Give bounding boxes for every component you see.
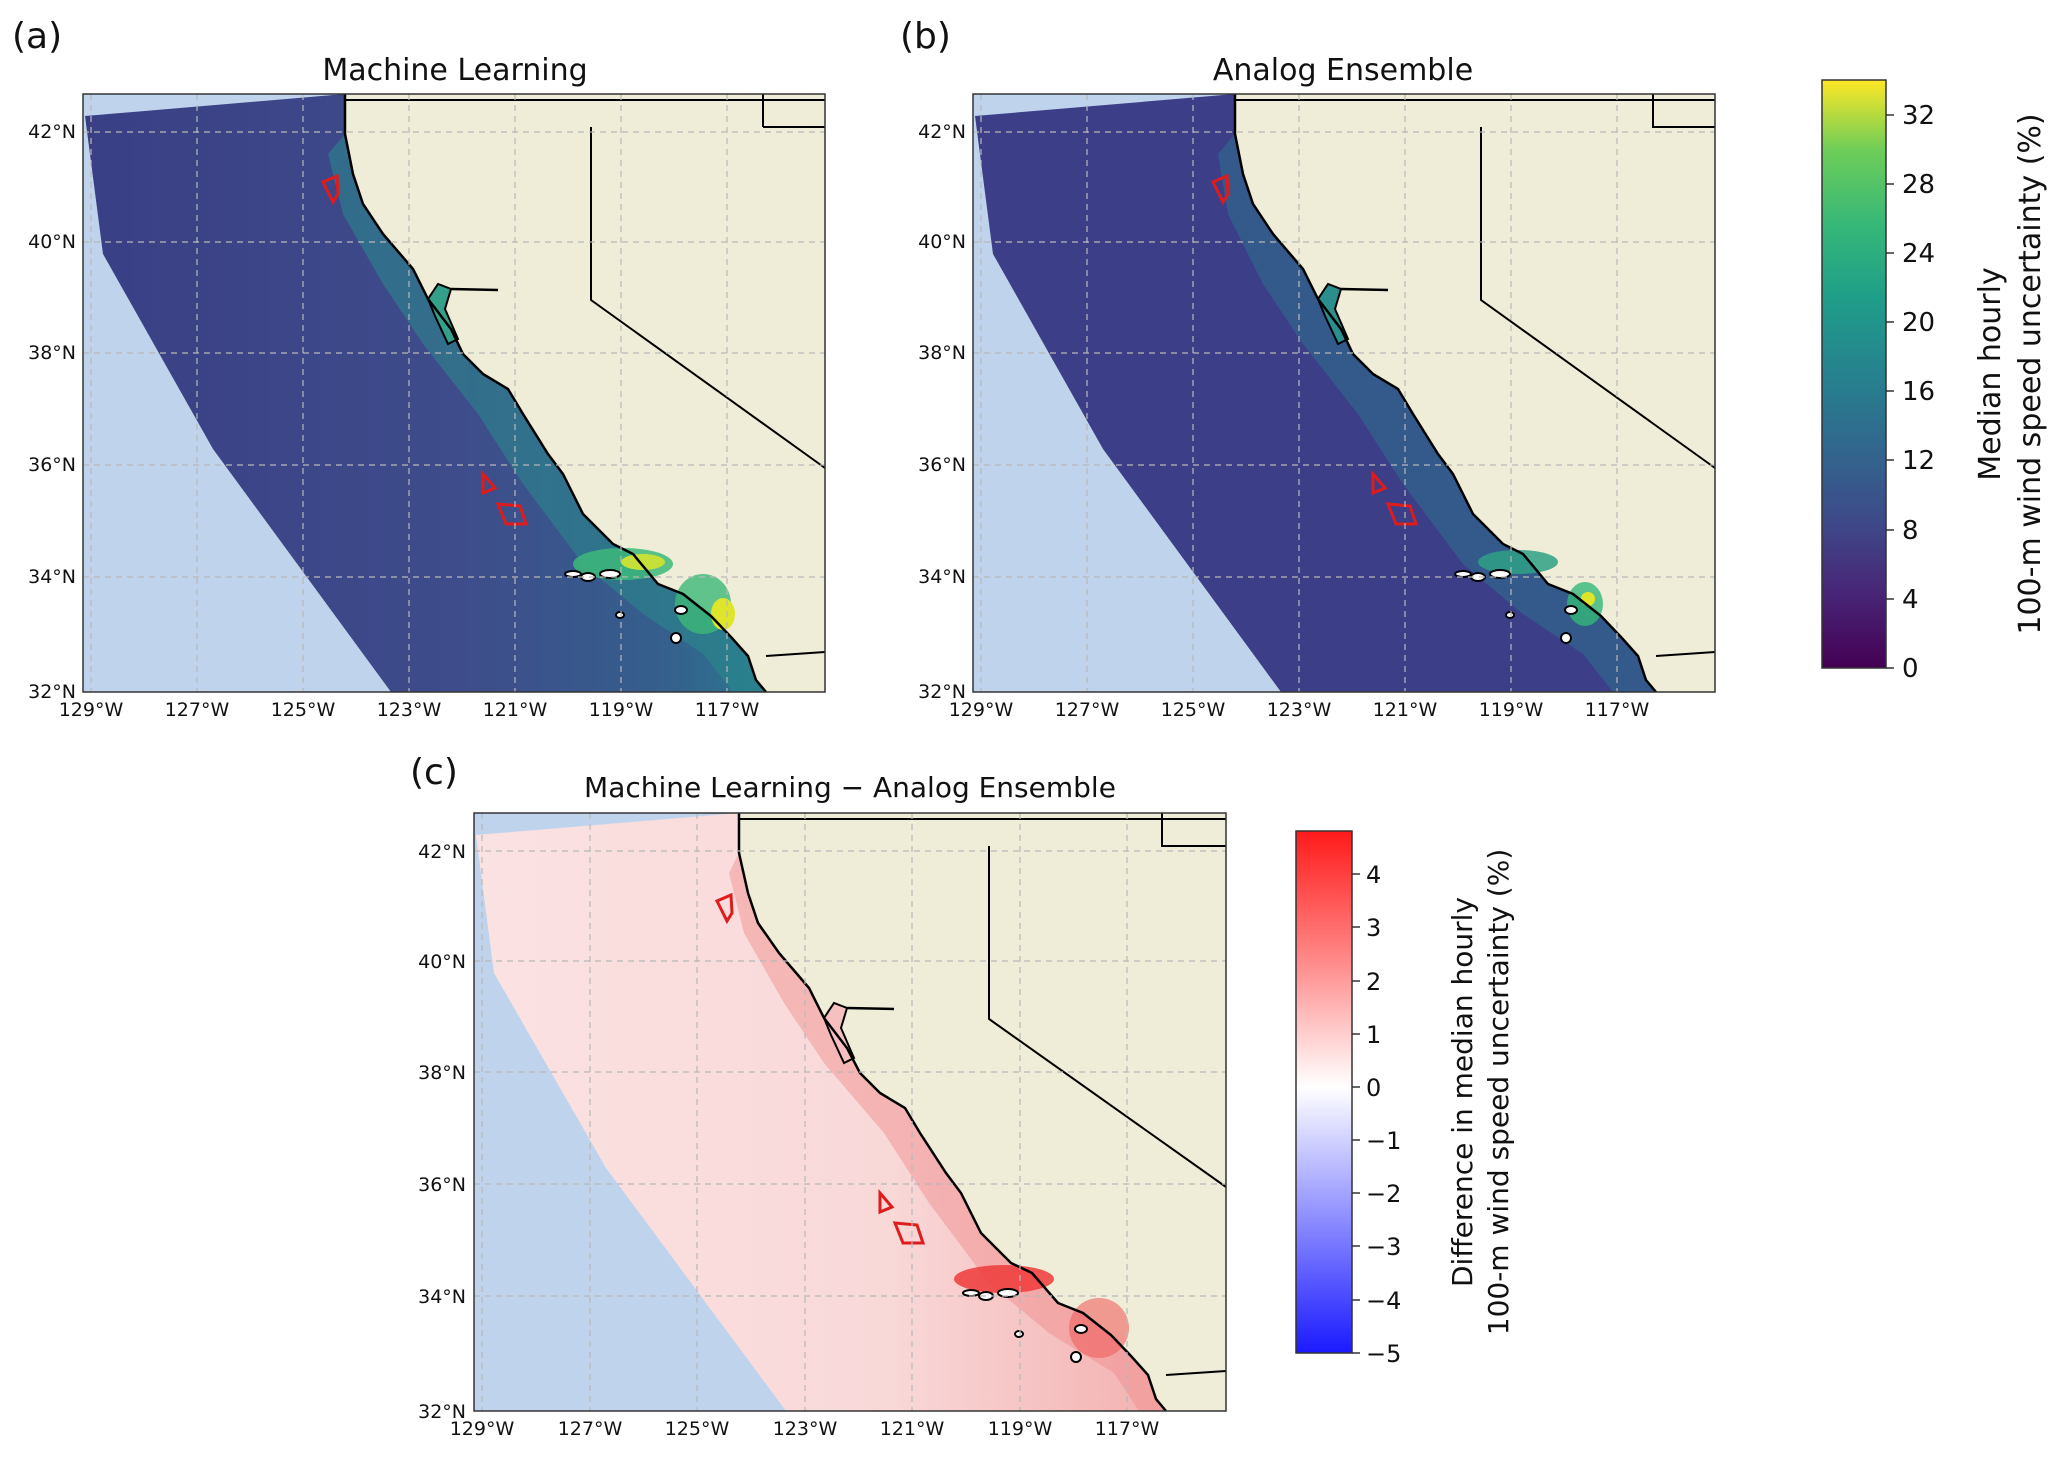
panel-b-lon-123: 123°W [1267,699,1332,721]
cb-div-label-line2: 100-m wind speed uncertainty (%) [1482,849,1515,1336]
panel-a-lat-40: 40°N [28,231,76,253]
panel-b-lat-34: 34°N [918,566,966,588]
panel-b-title: Analog Ensemble [1213,53,1473,88]
cb-viridis-tick-8: 8 [1902,516,1919,546]
panel-b-wind-area-humboldt [1210,173,1230,206]
panel-a-lon-127: 127°W [165,699,230,721]
panel-c-wind-area-morro-bay-south [892,1221,926,1245]
panel-b-wind-area-morro-bay-north [1371,469,1388,496]
panel-a-map [82,93,826,693]
colorbar-diverging-bar [1295,830,1353,1354]
panel-a-lon-123: 123°W [377,699,442,721]
cb-div-tick-1: 1 [1366,1021,1381,1049]
panel-c-lon-129: 129°W [450,1418,515,1440]
panel-a: (a) Machine Learning [12,16,826,721]
panel-a-lat-36: 36°N [28,454,76,476]
cb-viridis-tick-20: 20 [1902,308,1935,338]
panel-b-lon-121: 121°W [1373,699,1438,721]
cb-viridis-tick-16: 16 [1902,377,1935,407]
cb-viridis-label-line2: 100-m wind speed uncertainty (%) [2013,113,2048,634]
cb-viridis-tick-24: 24 [1902,239,1935,269]
colorbar-viridis: 32 28 24 20 16 12 8 4 0 Median hourly 10… [1821,79,2048,684]
panel-b-lon-117: 117°W [1585,699,1650,721]
cb-div-tick-neg2: −2 [1366,1180,1401,1208]
panel-c-lat-42: 42°N [418,841,466,863]
panel-a-land [345,94,825,692]
panel-b-lon-125: 125°W [1161,699,1226,721]
panel-b-lat-32: 32°N [918,681,966,703]
cb-div-tick-neg5: −5 [1366,1340,1401,1368]
cb-div-label-line1: Difference in median hourly [1446,897,1479,1287]
panel-c-lat-38: 38°N [418,1062,466,1084]
panel-a-title: Machine Learning [322,53,587,88]
panel-b-lat-42: 42°N [918,121,966,143]
panel-b: (b) Analog Ensemble [900,16,1716,721]
cb-viridis-tick-32: 32 [1902,101,1935,131]
cb-viridis-tick-4: 4 [1902,585,1919,615]
panel-c-title: Machine Learning − Analog Ensemble [584,771,1116,804]
panel-a-lon-119: 119°W [589,699,654,721]
panel-c-label: (c) [410,752,458,793]
panel-a-wind-area-morro-bay-south [495,502,529,526]
panel-c-land [739,813,1226,1411]
cb-div-tick-4: 4 [1366,861,1381,889]
panel-a-wind-area-morro-bay-north [481,469,498,496]
panel-b-lon-129: 129°W [949,699,1014,721]
panel-c: (c) Machine Learning − Analog Ensemble [410,752,1227,1440]
cb-div-tick-neg1: −1 [1366,1127,1401,1155]
panel-c-lat-34: 34°N [418,1286,466,1308]
colorbar-diverging: 4 3 2 1 0 −1 −2 −3 −4 −5 Difference in m… [1295,830,1515,1368]
panel-b-map [972,93,1716,693]
panel-c-lon-121: 121°W [880,1418,945,1440]
colorbar-viridis-bar [1821,79,1887,669]
panel-c-map [473,812,1227,1412]
panel-c-wind-area-humboldt [714,892,734,925]
panel-c-lon-123: 123°W [773,1418,838,1440]
cb-div-tick-0: 0 [1366,1074,1381,1102]
cb-div-tick-2: 2 [1366,968,1381,996]
panel-a-wind-area-humboldt [320,173,340,206]
panel-c-lat-32: 32°N [418,1401,466,1423]
cb-div-tick-neg4: −4 [1366,1287,1401,1315]
panel-a-label: (a) [12,16,62,57]
cb-div-tick-neg3: −3 [1366,1233,1401,1261]
panel-b-wind-area-morro-bay-south [1385,502,1419,526]
cb-viridis-tick-28: 28 [1902,170,1935,200]
panel-c-lon-125: 125°W [665,1418,730,1440]
panel-c-lon-117: 117°W [1095,1418,1160,1440]
panel-b-lat-36: 36°N [918,454,966,476]
panel-c-lon-127: 127°W [558,1418,623,1440]
cb-viridis-label-line1: Median hourly [1973,267,2008,480]
panel-b-land [1235,94,1715,692]
panel-a-lat-42: 42°N [28,121,76,143]
panel-c-lon-119: 119°W [988,1418,1053,1440]
cb-viridis-tick-12: 12 [1902,446,1935,476]
panel-a-lat-34: 34°N [28,566,76,588]
panel-a-lon-129: 129°W [59,699,124,721]
panel-a-lon-117: 117°W [695,699,760,721]
panel-c-lat-40: 40°N [418,951,466,973]
panel-c-wind-area-morro-bay-north [878,1188,895,1215]
cb-viridis-tick-0: 0 [1902,654,1919,684]
panel-a-lat-38: 38°N [28,342,76,364]
panel-b-lat-38: 38°N [918,342,966,364]
panel-b-lat-40: 40°N [918,231,966,253]
panel-c-data-field [476,813,1166,1411]
cb-div-tick-3: 3 [1366,914,1381,942]
panel-b-lon-119: 119°W [1479,699,1544,721]
panel-a-lon-121: 121°W [483,699,548,721]
panel-b-label: (b) [900,16,951,57]
panel-c-lat-36: 36°N [418,1174,466,1196]
panel-a-lat-32: 32°N [28,681,76,703]
panel-b-lon-127: 127°W [1055,699,1120,721]
panel-a-lon-125: 125°W [271,699,336,721]
